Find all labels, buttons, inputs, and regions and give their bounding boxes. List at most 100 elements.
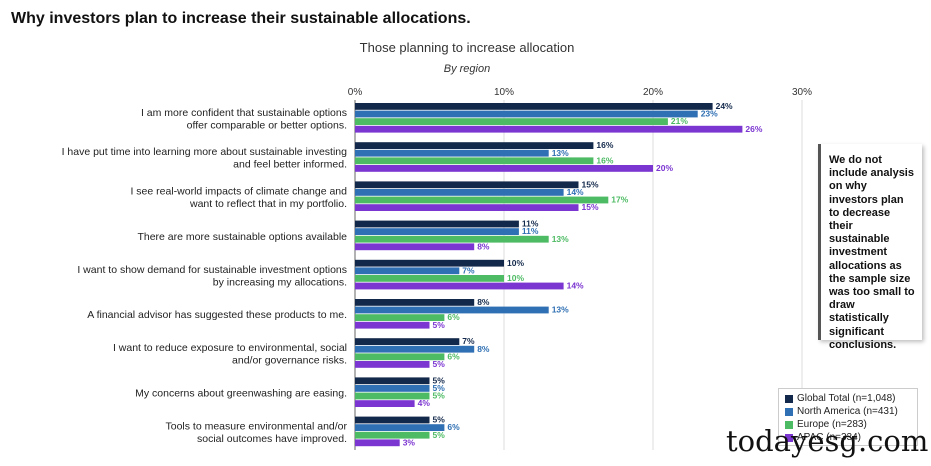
category-label: I am more confident that sustainable opt… — [141, 107, 347, 132]
bar — [355, 439, 400, 447]
watermark: todayesg.com — [726, 424, 929, 458]
data-label: 11% — [522, 226, 539, 236]
chart-subtitle: By region — [443, 63, 491, 75]
data-label: 17% — [611, 195, 628, 205]
bar — [355, 416, 430, 424]
bar — [355, 157, 594, 165]
data-label: 24% — [716, 101, 733, 111]
legend-swatch — [785, 433, 793, 442]
data-label: 26% — [745, 124, 762, 134]
legend-item: APAC (n=334) — [785, 431, 911, 444]
bar — [355, 392, 430, 400]
data-label: 5% — [433, 320, 446, 330]
data-label: 15% — [582, 202, 599, 212]
chart-legend: Global Total (n=1,048) North America (n=4… — [778, 388, 918, 446]
data-label: 20% — [656, 163, 673, 173]
note-callout: We do not include analysis on why invest… — [818, 144, 922, 351]
bar — [355, 431, 430, 439]
category-label: I have put time into learning more about… — [62, 146, 348, 171]
data-label: 14% — [567, 187, 584, 197]
chart-title: Those planning to increase allocation — [359, 40, 575, 55]
category-label: I see real-world impacts of climate chan… — [130, 185, 347, 210]
bar — [355, 204, 579, 211]
bar — [355, 103, 713, 110]
bar — [355, 353, 445, 361]
data-label: 15% — [582, 179, 599, 189]
bar — [355, 267, 460, 275]
bar — [355, 181, 579, 189]
legend-label: APAC (n=334) — [797, 432, 862, 443]
category-label: My concerns about greenwashing are easin… — [135, 388, 347, 400]
bar — [355, 377, 430, 385]
data-label: 4% — [418, 398, 431, 408]
data-label: 13% — [552, 148, 569, 158]
data-label: 5% — [433, 375, 446, 385]
data-label: 6% — [447, 312, 460, 322]
data-label: 14% — [567, 281, 584, 291]
bar — [355, 345, 475, 353]
bar — [355, 314, 445, 321]
bar — [355, 110, 698, 118]
data-label: 8% — [477, 241, 490, 251]
data-label: 5% — [433, 430, 446, 440]
data-label: 3% — [403, 437, 416, 447]
data-label: 23% — [701, 109, 718, 119]
bar — [355, 259, 504, 267]
legend-item: Europe (n=283) — [785, 418, 911, 431]
data-label: 7% — [462, 265, 475, 275]
data-label: 5% — [433, 359, 446, 369]
x-tick-label: 10% — [494, 87, 514, 98]
data-label: 8% — [477, 344, 490, 354]
data-label: 10% — [507, 258, 524, 268]
data-label: 5% — [433, 415, 446, 425]
legend-item: North America (n=431) — [785, 405, 911, 418]
legend-label: Global Total (n=1,048) — [797, 393, 896, 404]
data-label: 5% — [433, 383, 446, 393]
legend-swatch — [785, 420, 793, 429]
bar — [355, 385, 430, 392]
bar — [355, 243, 475, 251]
page-title: Why investors plan to increase their sus… — [11, 10, 471, 27]
bar — [355, 142, 594, 149]
bar — [355, 424, 445, 431]
legend-item: Global Total (n=1,048) — [785, 392, 911, 405]
bar — [355, 189, 564, 196]
data-label: 7% — [462, 336, 475, 346]
data-label: 5% — [433, 391, 446, 401]
data-label: 8% — [477, 297, 490, 307]
bar — [355, 321, 430, 329]
data-label: 10% — [507, 273, 524, 283]
bar — [355, 235, 549, 243]
legend-swatch — [785, 394, 793, 403]
bar — [355, 125, 743, 133]
bar — [355, 275, 504, 282]
bar — [355, 220, 519, 228]
data-label: 13% — [552, 234, 569, 244]
bar — [355, 361, 430, 368]
bar — [355, 228, 519, 235]
legend-label: North America (n=431) — [797, 406, 898, 417]
bar — [355, 338, 460, 345]
bar — [355, 306, 549, 314]
data-label: 11% — [522, 219, 539, 229]
bar — [355, 196, 609, 204]
bar — [355, 282, 564, 290]
category-label: Tools to measure environmental and/or soc… — [165, 421, 347, 446]
legend-label: Europe (n=283) — [797, 419, 867, 430]
data-label: 6% — [447, 422, 460, 432]
x-tick-label: 30% — [792, 87, 812, 98]
bar — [355, 299, 475, 306]
category-label: I want to show demand for sustainable in… — [77, 264, 347, 289]
data-label: 13% — [552, 305, 569, 315]
x-tick-label: 0% — [348, 87, 363, 98]
bar — [355, 400, 415, 407]
category-label: I want to reduce exposure to environment… — [113, 342, 347, 367]
legend-swatch — [785, 407, 793, 416]
bar — [355, 118, 668, 125]
data-label: 16% — [596, 155, 613, 165]
data-label: 21% — [671, 116, 688, 126]
data-label: 6% — [447, 351, 460, 361]
x-tick-label: 20% — [643, 87, 663, 98]
data-label: 16% — [596, 140, 613, 150]
